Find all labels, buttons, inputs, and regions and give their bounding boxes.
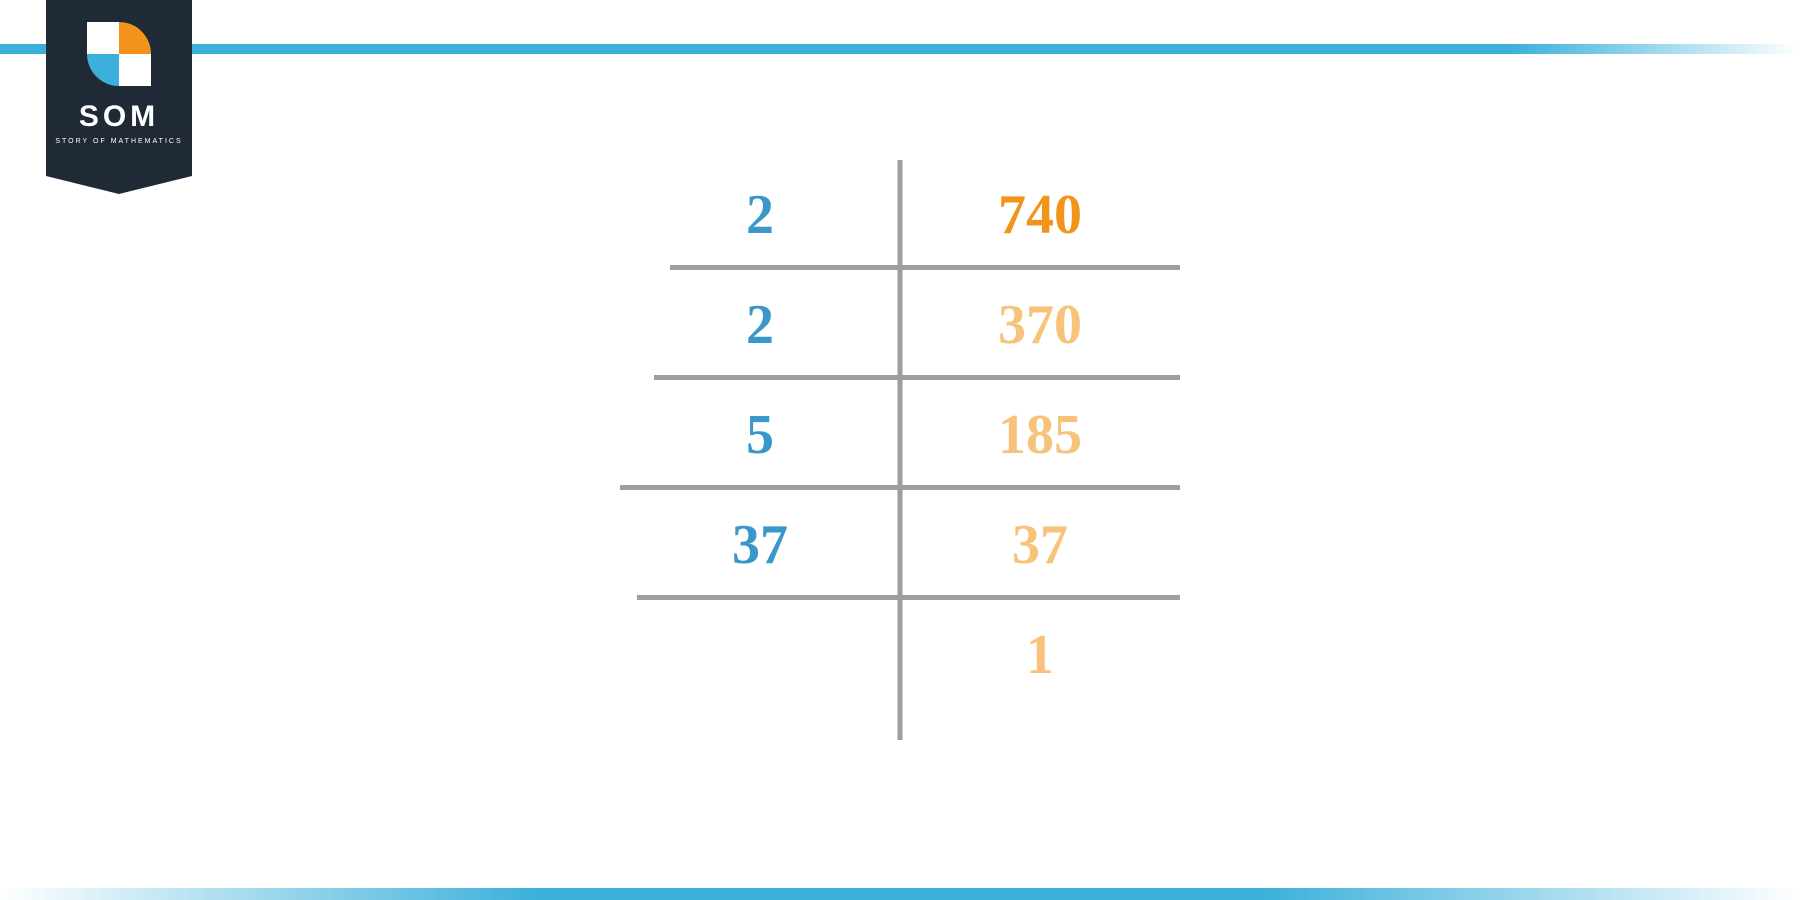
logo-subtitle: STORY OF MATHEMATICS (46, 138, 192, 145)
logo-title: SOM (46, 100, 192, 134)
logo-badge: SOM STORY OF MATHEMATICS (46, 0, 192, 192)
vertical-rule (898, 380, 903, 490)
quotient-cell: 370 (900, 270, 1180, 380)
divisor-cell: 37 (620, 490, 900, 600)
ladder-row: 2370 (620, 270, 1180, 380)
divisor-cell: 2 (620, 270, 900, 380)
logo-quadrant-1 (119, 22, 151, 54)
top-bar-solid (0, 44, 1512, 54)
vertical-rule (898, 490, 903, 600)
divisor-cell: 5 (620, 380, 900, 490)
logo-quadrant-4 (119, 54, 151, 86)
ladder-row: 5185 (620, 380, 1180, 490)
top-bar-fade (1512, 44, 1800, 54)
vertical-rule (898, 270, 903, 380)
ladder-row: 2740 (620, 160, 1180, 270)
divisor-cell: 2 (620, 160, 900, 270)
quotient-cell: 740 (900, 160, 1180, 270)
quotient-cell: 185 (900, 380, 1180, 490)
vertical-rule (898, 160, 903, 270)
badge-notch (46, 176, 192, 194)
ladder-row: 1 (620, 600, 1180, 710)
quotient-cell: 37 (900, 490, 1180, 600)
logo-mark-icon (87, 22, 151, 86)
vertical-rule (898, 600, 903, 740)
bottom-accent-bar (0, 888, 1800, 900)
prime-factorization-diagram: 27402370518537371 (620, 160, 1180, 710)
logo-quadrant-2 (87, 22, 119, 54)
divisor-cell (620, 600, 900, 710)
ladder-row: 3737 (620, 490, 1180, 600)
logo-quadrant-3 (87, 54, 119, 86)
quotient-cell: 1 (900, 600, 1180, 710)
top-accent-bar (0, 44, 1800, 54)
